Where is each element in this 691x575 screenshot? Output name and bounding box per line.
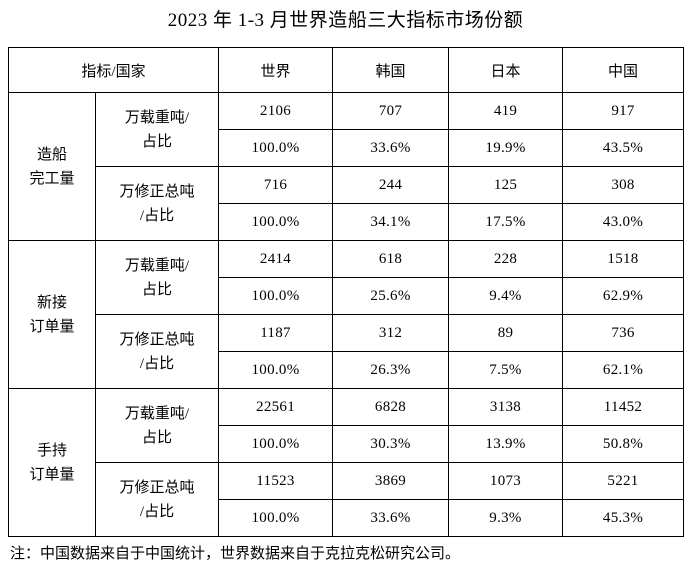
value-cell: 125 xyxy=(448,166,564,204)
value-cell: 11523 xyxy=(218,462,334,500)
metric-label-cell: 万载重吨/ 占比 xyxy=(94,388,220,463)
header-cell-indicator-country: 指标/国家 xyxy=(7,47,220,93)
value-cell: 312 xyxy=(332,314,450,352)
share-cell: 19.9% xyxy=(448,129,564,167)
value-cell: 3138 xyxy=(448,388,564,426)
value-cell: 736 xyxy=(562,314,685,352)
table-row: 新接 订单量 万载重吨/ 占比 2414 618 228 1518 xyxy=(8,240,685,389)
value-cell: 1073 xyxy=(448,462,564,500)
category-cell-new-orders: 新接 订单量 xyxy=(8,240,96,389)
value-cell: 419 xyxy=(448,92,564,130)
category-cell-completions: 造船 完工量 xyxy=(8,92,96,241)
value-cell: 716 xyxy=(218,166,334,204)
source-note: 注：中国数据来自于中国统计，世界数据来自于克拉克松研究公司。 xyxy=(10,546,461,562)
share-cell: 50.8% xyxy=(562,425,685,463)
share-cell: 26.3% xyxy=(332,351,450,389)
share-cell: 100.0% xyxy=(218,425,334,463)
value-cell: 707 xyxy=(332,92,450,130)
value-cell: 308 xyxy=(562,166,685,204)
table-row: 万修正总吨 /占比 1187 312 89 736 xyxy=(9,314,685,389)
share-cell: 17.5% xyxy=(448,203,564,241)
value-cell: 2414 xyxy=(218,240,334,278)
table-row: 造船 完工量 万载重吨/ 占比 2106 707 419 917 xyxy=(8,92,685,241)
value-cell: 1518 xyxy=(562,240,685,278)
header-cell-china: 中国 xyxy=(562,47,685,93)
table-row: 100.0% 25.6% 9.4% 62.9% xyxy=(9,277,685,315)
value-cell: 244 xyxy=(332,166,450,204)
value-cell: 2106 xyxy=(218,92,334,130)
table-row: 100.0% 33.6% 19.9% 43.5% xyxy=(9,129,685,167)
value-cell: 22561 xyxy=(218,388,334,426)
metric-label-cell: 万修正总吨 /占比 xyxy=(94,314,220,389)
value-cell: 89 xyxy=(448,314,564,352)
share-cell: 100.0% xyxy=(218,277,334,315)
value-cell: 228 xyxy=(448,240,564,278)
market-share-table: 指标/国家 世界 韩国 日本 中国 造船 完工量 万载重吨/ 占比 2106 7… xyxy=(7,47,685,537)
metric-label-cell: 万载重吨/ 占比 xyxy=(94,92,220,167)
table-row: 100.0% 34.1% 17.5% 43.0% xyxy=(9,203,685,241)
value-cell: 1187 xyxy=(218,314,334,352)
category-cell-orderbook: 手持 订单量 xyxy=(8,388,96,537)
metric-label-cell: 万载重吨/ 占比 xyxy=(94,240,220,315)
share-cell: 100.0% xyxy=(218,499,334,537)
share-cell: 25.6% xyxy=(332,277,450,315)
value-cell: 6828 xyxy=(332,388,450,426)
table-row: 100.0% 26.3% 7.5% 62.1% xyxy=(9,351,685,389)
table-row: 100.0% 30.3% 13.9% 50.8% xyxy=(9,425,685,463)
value-cell: 3869 xyxy=(332,462,450,500)
share-cell: 9.3% xyxy=(448,499,564,537)
share-cell: 43.5% xyxy=(562,129,685,167)
share-cell: 33.6% xyxy=(332,499,450,537)
metric-label-cell: 万修正总吨 /占比 xyxy=(94,462,220,537)
share-cell: 9.4% xyxy=(448,277,564,315)
table-row: 100.0% 33.6% 9.3% 45.3% xyxy=(9,499,685,537)
value-cell: 11452 xyxy=(562,388,685,426)
share-cell: 7.5% xyxy=(448,351,564,389)
page-title: 2023 年 1-3 月世界造船三大指标市场份额 xyxy=(167,10,524,31)
share-cell: 34.1% xyxy=(332,203,450,241)
value-cell: 917 xyxy=(562,92,685,130)
metric-label-cell: 万修正总吨 /占比 xyxy=(94,166,220,241)
share-cell: 33.6% xyxy=(332,129,450,167)
share-cell: 100.0% xyxy=(218,203,334,241)
value-cell: 5221 xyxy=(562,462,685,500)
share-cell: 43.0% xyxy=(562,203,685,241)
table-row: 万修正总吨 /占比 11523 3869 1073 5221 xyxy=(9,462,685,537)
share-cell: 100.0% xyxy=(218,351,334,389)
share-cell: 13.9% xyxy=(448,425,564,463)
share-cell: 45.3% xyxy=(562,499,685,537)
header-cell-japan: 日本 xyxy=(448,47,564,93)
table-row: 手持 订单量 万载重吨/ 占比 22561 6828 3138 11452 xyxy=(8,388,685,537)
header-cell-korea: 韩国 xyxy=(332,47,450,93)
table-row: 万修正总吨 /占比 716 244 125 308 xyxy=(9,166,685,241)
share-cell: 62.9% xyxy=(562,277,685,315)
share-cell: 100.0% xyxy=(218,129,334,167)
share-cell: 30.3% xyxy=(332,425,450,463)
header-cell-world: 世界 xyxy=(218,47,334,93)
share-cell: 62.1% xyxy=(562,351,685,389)
value-cell: 618 xyxy=(332,240,450,278)
header-row: 指标/国家 世界 韩国 日本 中国 xyxy=(7,47,685,93)
